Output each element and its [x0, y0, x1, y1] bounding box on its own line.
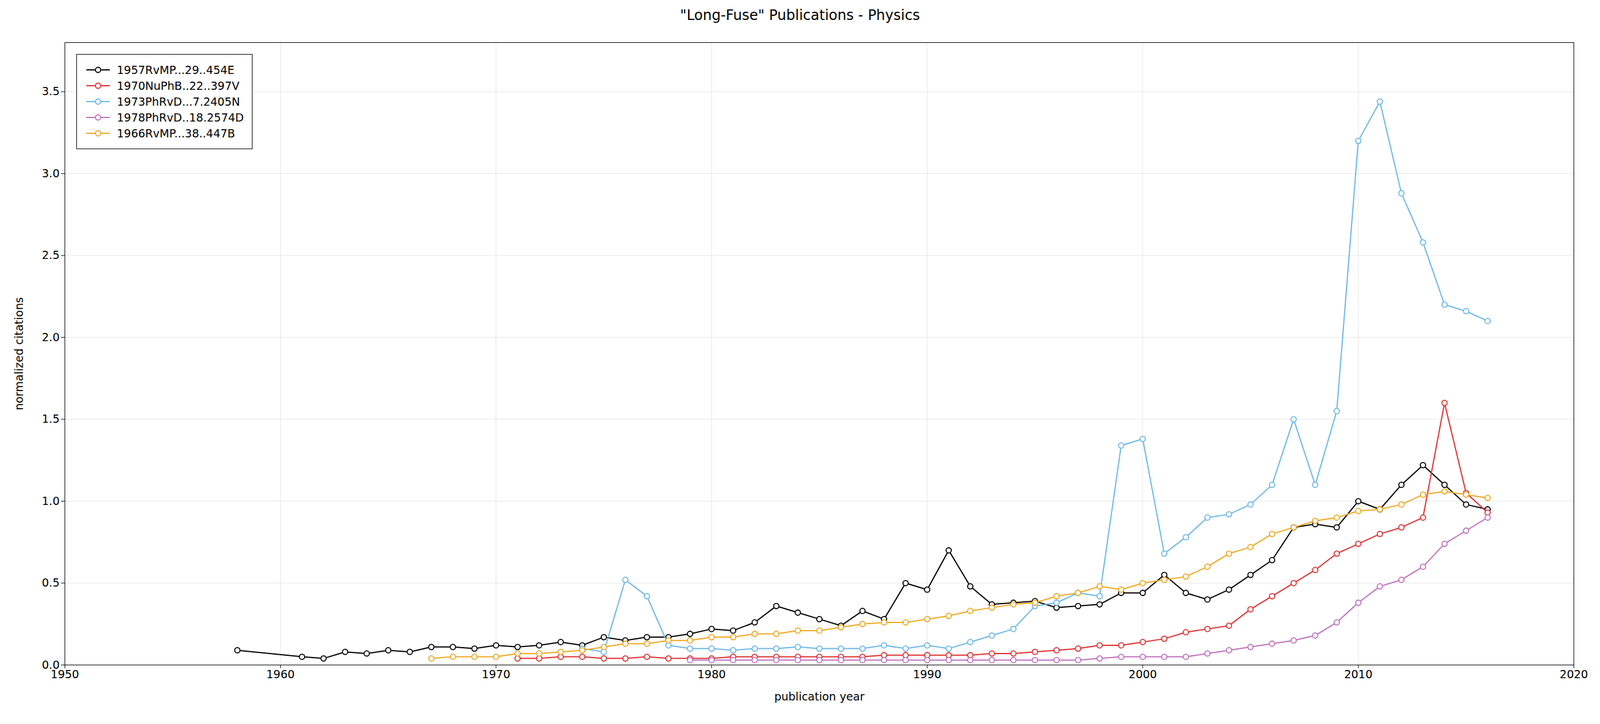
html-text:1957RvMP...29..454E: 1957RvMP...29..454E [116, 63, 235, 77]
svg-text:publication year: publication year [774, 689, 865, 703]
svg-text:1950: 1950 [50, 667, 79, 681]
svg-text:normalized citations: normalized citations [12, 297, 26, 411]
svg-text:1960: 1960 [265, 667, 295, 681]
svg-text:2010: 2010 [1344, 667, 1373, 681]
svg-text:1.5: 1.5 [41, 412, 60, 426]
svg-text:0.5: 0.5 [41, 576, 60, 589]
svg-text:0.0: 0.0 [41, 657, 60, 671]
svg-text:3.5: 3.5 [41, 84, 60, 98]
svg-text:1970: 1970 [482, 667, 511, 681]
html-text:1973PhRvD...7.2405N: 1973PhRvD...7.2405N [116, 95, 241, 109]
html-text:1978PhRvD..18.2574D: 1978PhRvD..18.2574D [116, 110, 244, 124]
svg-text:2000: 2000 [1128, 667, 1157, 681]
svg-text:1.0: 1.0 [41, 494, 60, 508]
svg-text:1980: 1980 [697, 667, 726, 681]
svg-text:2020: 2020 [1559, 667, 1588, 681]
html-text:1966RvMP...38..447B: 1966RvMP...38..447B [116, 126, 236, 140]
html-text:1970NuPhB..22..397V: 1970NuPhB..22..397V [116, 79, 240, 93]
svg-text:1990: 1990 [913, 667, 942, 681]
svg-text:2.0: 2.0 [41, 330, 60, 344]
svg-text:2.5: 2.5 [41, 248, 60, 262]
svg-text:3.0: 3.0 [41, 166, 60, 180]
html-text:"Long-Fuse" Publications - Phy: "Long-Fuse" Publications - Physics [680, 7, 920, 24]
